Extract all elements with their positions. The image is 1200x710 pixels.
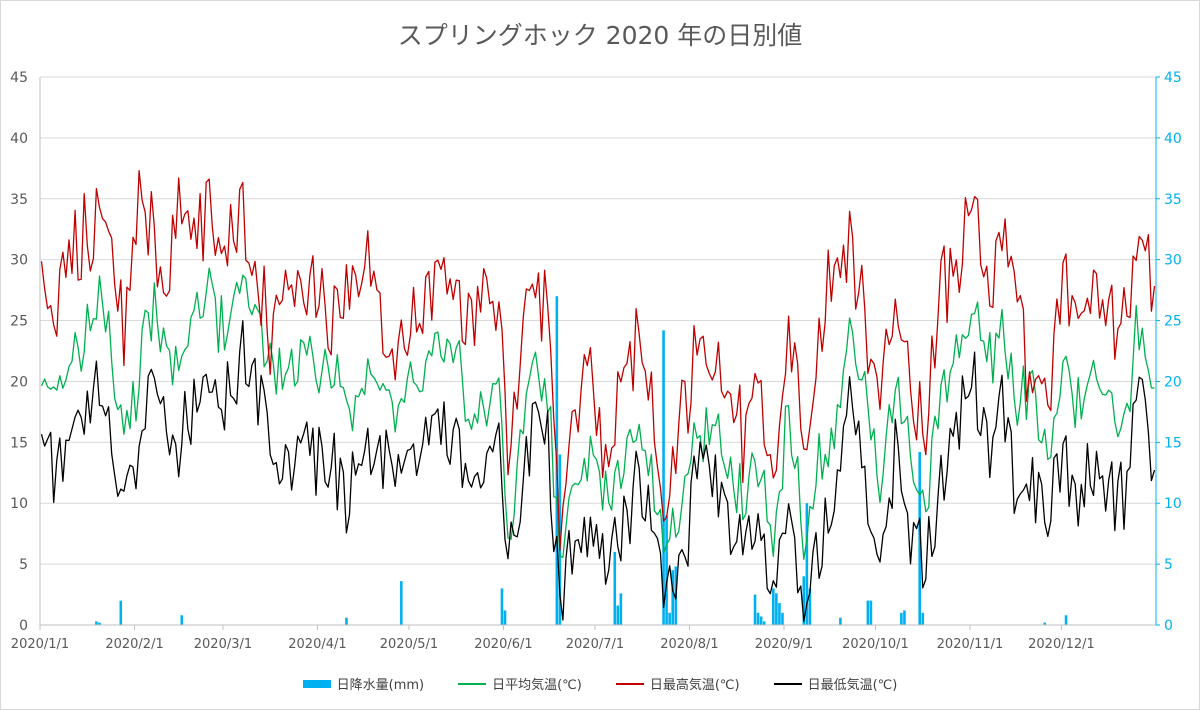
x-tick-label: 2020/11/1 — [937, 637, 1004, 652]
precip-bar — [781, 612, 784, 625]
x-tick-label: 2020/7/1 — [566, 637, 624, 652]
precip-bar — [95, 621, 98, 625]
precip-bar — [921, 612, 925, 625]
legend-swatch-max — [615, 682, 644, 685]
precip-bar — [665, 515, 668, 625]
precip-bar — [778, 603, 781, 625]
x-tick-label: 2020/12/1 — [1028, 637, 1095, 652]
precip-bar — [613, 551, 617, 625]
temperature-lines — [40, 170, 1156, 622]
chart-title: スプリングホック 2020 年の日別値 — [397, 21, 803, 50]
legend-swatch-min — [773, 682, 802, 685]
legend-item-max: 日最高気温(℃) — [615, 674, 740, 693]
precip-bar — [772, 588, 775, 625]
precip-bar — [759, 616, 763, 625]
right-tick-label: 35 — [1164, 192, 1182, 208]
max-temp-line — [40, 170, 1156, 551]
right-tick-label: 20 — [1164, 374, 1182, 390]
left-tick-label: 40 — [10, 131, 28, 147]
x-tick-label: 2020/3/1 — [194, 637, 252, 652]
precip-bar — [1064, 615, 1068, 625]
precip-bar — [805, 503, 809, 625]
legend-label-min: 日最低気温(℃) — [807, 678, 898, 693]
right-tick-label: 45 — [1164, 70, 1182, 86]
precip-bar — [802, 576, 806, 625]
precip-bar — [753, 594, 757, 625]
precip-bar — [762, 621, 766, 625]
left-tick-label: 25 — [10, 314, 28, 330]
legend-item-precip: 日降水量(mm) — [302, 674, 425, 693]
x-tick-label: 2020/2/1 — [105, 637, 163, 652]
precip-bar — [662, 330, 665, 625]
axes: 0 5 10 15 20 25 30 35 40 45 0 5 10 15 20 25 30 35 40 45 2020… — [10, 70, 1182, 652]
legend-swatch-avg — [458, 682, 487, 685]
precip-bar — [900, 612, 903, 625]
x-tick-label: 2020/6/1 — [474, 637, 532, 652]
precip-bar — [756, 612, 760, 625]
left-tick-label: 10 — [10, 496, 28, 512]
left-tick-label: 5 — [19, 557, 28, 573]
left-tick-label: 0 — [19, 618, 28, 634]
left-tick-label: 45 — [10, 70, 28, 86]
avg-temp-line — [40, 267, 1155, 560]
right-tick-label: 5 — [1164, 557, 1173, 573]
legend-item-avg: 日平均気温(℃) — [458, 674, 582, 693]
right-tick-label: 15 — [1164, 435, 1182, 451]
right-tick-label: 30 — [1164, 253, 1182, 269]
precip-bar — [671, 570, 675, 625]
right-tick-label: 40 — [1164, 131, 1182, 147]
x-tick-label: 2020/8/1 — [660, 637, 718, 652]
precip-bar — [918, 452, 921, 625]
x-tick-label: 2020/4/1 — [288, 637, 346, 652]
precip-bar — [616, 605, 620, 625]
precip-bar — [668, 612, 671, 625]
precip-bar — [400, 581, 403, 625]
legend-swatch-precip — [302, 679, 331, 688]
precip-bar — [869, 600, 873, 625]
precip-bar — [808, 588, 812, 625]
precip-bar — [775, 593, 778, 625]
precip-bar — [1043, 622, 1047, 625]
legend-item-min: 日最低気温(℃) — [773, 674, 898, 693]
precip-bar — [839, 617, 842, 625]
legend: 日降水量(mm) 日平均気温(℃) 日最高気温(℃) 日最低気温(℃) — [0, 674, 1200, 693]
precip-bar — [619, 593, 623, 625]
legend-label-precip: 日降水量(mm) — [336, 678, 425, 693]
legend-label-avg: 日平均気温(℃) — [492, 678, 582, 693]
precip-bar — [903, 610, 906, 625]
precip-bar — [98, 622, 101, 625]
gridlines — [40, 76, 1156, 565]
left-tick-label: 30 — [10, 253, 28, 269]
precip-bar — [119, 600, 123, 625]
right-tick-label: 10 — [1164, 496, 1182, 512]
precip-bar — [500, 588, 504, 625]
legend-label-max: 日最高気温(℃) — [649, 678, 740, 693]
min-temp-line — [40, 320, 1156, 622]
precip-bar — [866, 600, 870, 625]
right-tick-label: 25 — [1164, 314, 1182, 330]
x-tick-label: 2020/5/1 — [380, 637, 438, 652]
precip-bar — [345, 617, 348, 625]
x-tick-label: 2020/1/1 — [11, 637, 69, 652]
x-tick-label: 2020/9/1 — [755, 637, 813, 652]
x-tick-label: 2020/10/1 — [842, 637, 909, 652]
right-tick-label: 0 — [1164, 618, 1173, 634]
precip-bar — [503, 610, 507, 625]
left-tick-label: 35 — [10, 192, 28, 208]
left-tick-label: 20 — [10, 374, 28, 390]
precip-bar — [180, 615, 184, 625]
left-tick-label: 15 — [10, 435, 28, 451]
